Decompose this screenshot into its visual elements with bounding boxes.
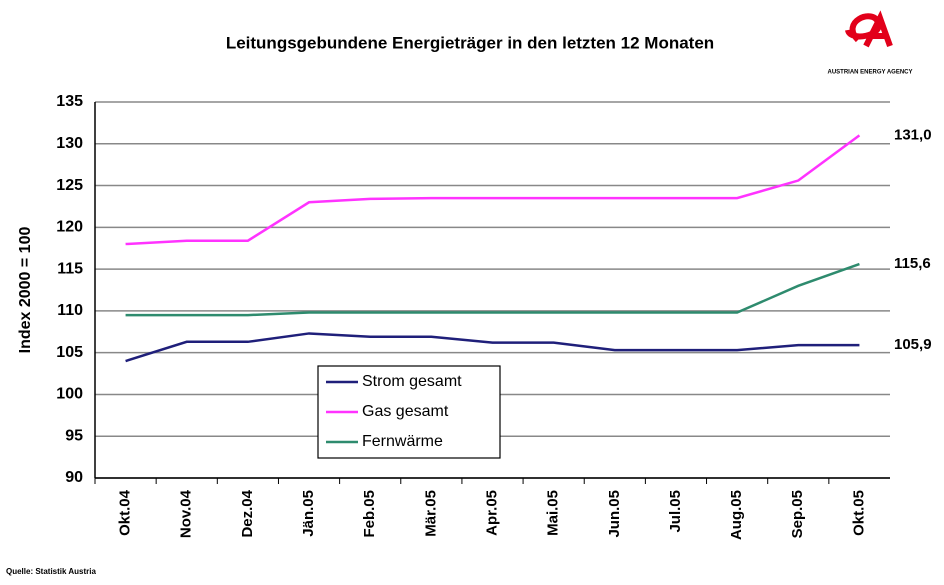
- x-tick-label: Apr.05: [483, 490, 500, 536]
- y-tick-label: 130: [56, 135, 83, 152]
- y-axis-label: Index 2000 = 100: [17, 227, 34, 354]
- legend-label: Gas gesamt: [362, 403, 449, 420]
- y-tick-label: 115: [57, 260, 83, 277]
- x-tick-label: Okt.04: [117, 489, 134, 536]
- x-tick-label: Okt.05: [850, 490, 867, 536]
- logo-text: AUSTRIAN ENERGY AGENCY: [827, 70, 912, 76]
- y-tick-label: 110: [57, 302, 83, 319]
- x-tick-label: Jän.05: [300, 490, 317, 537]
- series-line: [125, 134, 861, 246]
- value-label: 131,0: [894, 126, 932, 143]
- y-tick-label: 120: [56, 219, 83, 236]
- legend-label: Strom gesamt: [362, 373, 462, 390]
- y-tick-label: 105: [56, 344, 83, 361]
- x-tick-label: Feb.05: [361, 490, 378, 538]
- y-tick-label: 95: [65, 427, 83, 444]
- y-tick-label: 125: [56, 177, 83, 194]
- x-tick-label: Nov.04: [178, 489, 195, 538]
- x-tick-label: Mär.05: [422, 490, 439, 537]
- x-tick-label: Mai.05: [545, 490, 562, 536]
- series-line: [125, 262, 860, 317]
- legend-label: Fernwärme: [362, 433, 443, 450]
- logo: AUSTRIAN ENERGY AGENCY: [827, 10, 913, 76]
- x-tick-label: Dez.04: [239, 489, 256, 537]
- value-label: 115,6: [894, 255, 931, 272]
- x-tick-label: Jun.05: [606, 490, 623, 538]
- legend: Strom gesamt Gas gesamt Fernwärme: [317, 365, 501, 459]
- x-tick-label: Aug.05: [728, 490, 745, 540]
- series-line: [125, 332, 860, 363]
- x-tick-label: Sep.05: [789, 490, 806, 538]
- chart-title: Leitungsgebundene Energieträger in den l…: [226, 33, 714, 52]
- source: Quelle: Statistik Austria: [6, 567, 97, 576]
- value-label: 105,9: [894, 336, 932, 353]
- y-tick-label: 100: [56, 386, 83, 403]
- y-tick-label: 90: [65, 469, 83, 486]
- y-tick-label: 135: [56, 93, 83, 110]
- x-tick-label: Jul.05: [667, 490, 684, 533]
- logo-mark: [845, 10, 893, 48]
